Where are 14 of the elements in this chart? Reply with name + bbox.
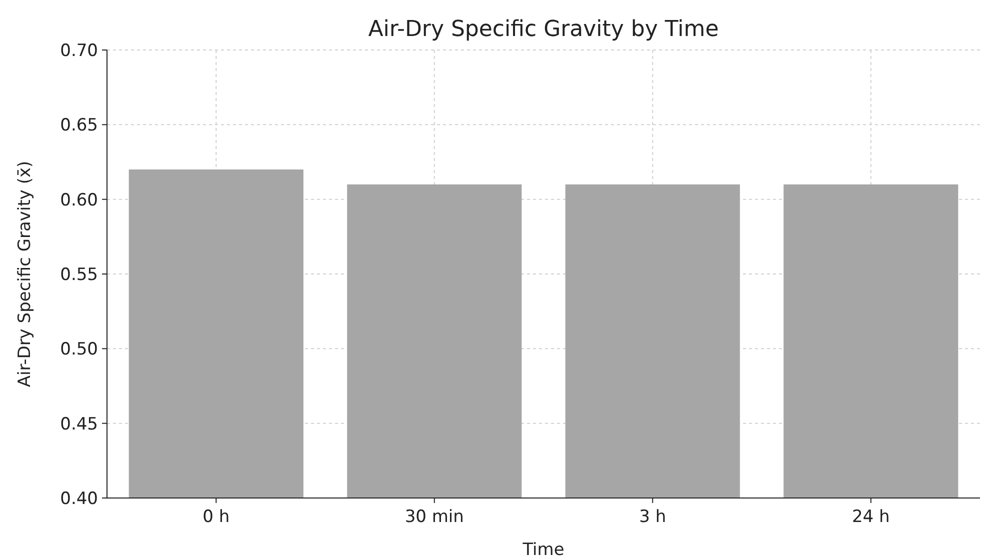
x-tick-label: 0 h [202,507,230,527]
y-tick-label: 0.45 [60,414,98,434]
chart-title: Air-Dry Specific Gravity by Time [368,17,719,42]
y-tick-label: 0.50 [60,340,98,360]
y-tick-label: 0.70 [60,40,98,61]
x-tick-label: 24 h [852,507,890,527]
x-tick-label: 3 h [639,507,666,527]
y-tick-label: 0.40 [60,488,98,509]
x-axis-title: Time [522,540,564,559]
x-tick-label: 30 min [404,507,464,527]
y-tick-label: 0.65 [60,116,98,136]
y-tick-label: 0.55 [60,264,98,285]
y-tick-label: 0.60 [60,190,98,210]
y-axis-title: Air-Dry Specific Gravity (x̄) [15,160,35,388]
